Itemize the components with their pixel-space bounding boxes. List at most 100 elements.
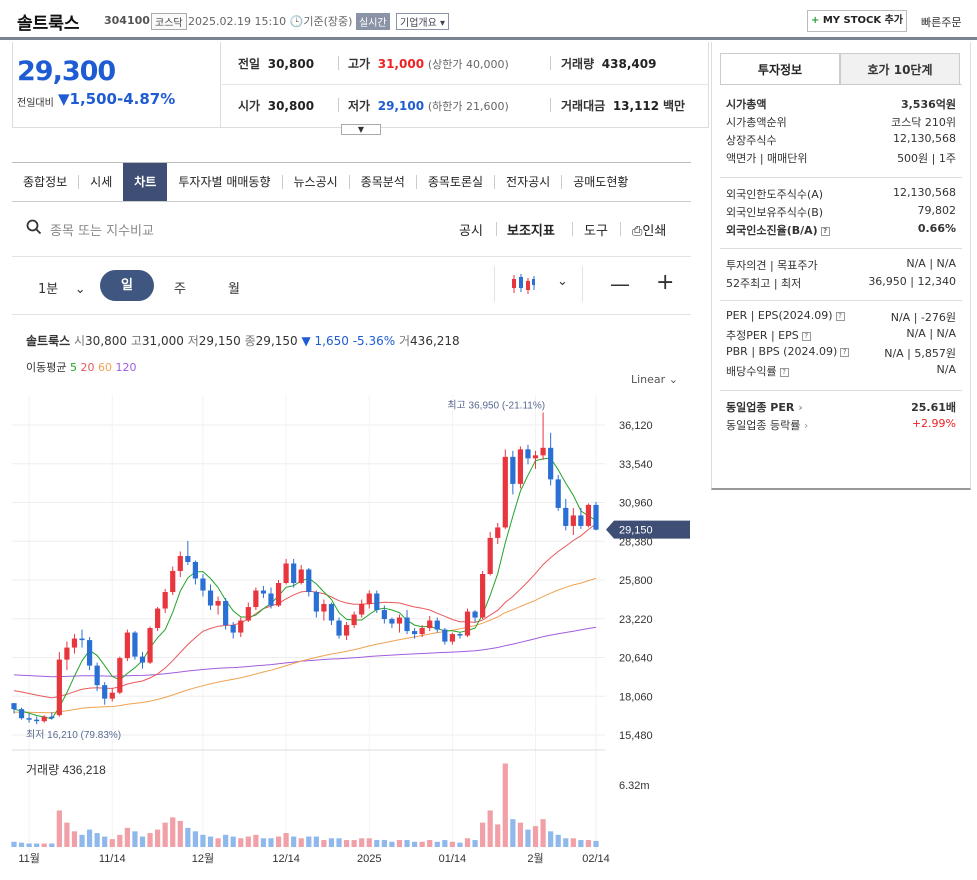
print-button[interactable]: ⎙인쇄 xyxy=(632,220,666,239)
x-tick-label: 01/14 xyxy=(439,853,467,865)
candle-body xyxy=(396,617,403,624)
candle-body xyxy=(71,638,78,648)
volume-bar xyxy=(291,836,297,847)
tab-5[interactable]: 종목분석 xyxy=(360,175,405,189)
divider xyxy=(582,266,583,302)
info-value: N/A | N/A xyxy=(906,257,956,270)
candle-body xyxy=(449,634,455,642)
period-week-button[interactable]: 주 xyxy=(174,282,186,297)
tab-divider xyxy=(348,175,350,189)
realtime-tag[interactable]: 실시간 xyxy=(356,13,390,30)
candle-body xyxy=(223,601,229,626)
high-value: 31,000 xyxy=(377,57,425,71)
zoom-in-icon[interactable]: + xyxy=(656,270,675,295)
period-month-button[interactable]: 월 xyxy=(228,282,240,297)
disclosure-button[interactable]: 공시 xyxy=(459,224,483,239)
company-overview-button[interactable]: 기업개요 ▾ xyxy=(396,13,450,30)
volume-bar xyxy=(442,840,448,847)
period-minute-select[interactable]: 1분 ⌄ xyxy=(38,278,86,297)
help-icon[interactable]: ? xyxy=(835,311,845,321)
printer-icon: ⎙ xyxy=(632,224,643,239)
period-day-button[interactable]: 일 xyxy=(100,270,154,301)
info-value: 79,802 xyxy=(917,204,957,217)
tab-invest-info[interactable]: 투자정보 xyxy=(720,53,840,85)
price-cell xyxy=(12,42,221,128)
compare-search-input[interactable]: 종목 또는 지수비교 xyxy=(50,224,154,239)
volume-bar xyxy=(434,841,440,847)
tab-4[interactable]: 뉴스공시 xyxy=(293,175,338,189)
tool-button[interactable]: 도구 xyxy=(584,224,608,239)
divider xyxy=(720,248,962,249)
tab-2[interactable]: 차트 xyxy=(123,163,168,201)
volume-bar xyxy=(177,820,183,847)
candle-body xyxy=(343,625,350,636)
candle-body xyxy=(313,592,319,612)
scale-select[interactable]: Linear ⌄ xyxy=(631,373,678,386)
candle-body xyxy=(570,515,576,526)
volume-value: 438,409 xyxy=(601,57,657,71)
moving-average-legend: 이동평균 5 20 60 120 xyxy=(26,359,136,375)
candle-body xyxy=(495,527,501,538)
tab-8[interactable]: 공매도현황 xyxy=(573,175,629,189)
candle-body xyxy=(26,718,32,720)
volume-bar xyxy=(230,836,236,847)
candle-body xyxy=(404,617,410,632)
quick-order-link[interactable]: 빠른주문 xyxy=(921,16,962,29)
help-icon[interactable]: ? xyxy=(801,331,811,341)
tab-1[interactable]: 시세 xyxy=(90,175,113,189)
tab-7[interactable]: 전자공시 xyxy=(506,175,551,189)
ma5-label: 5 xyxy=(69,361,77,374)
amount-value: 13,112 xyxy=(612,99,660,113)
lower-limit: (하한가 21,600) xyxy=(427,100,509,113)
mystock-add-button[interactable]: + MY STOCK 추가 xyxy=(807,10,907,32)
help-icon[interactable]: ? xyxy=(779,367,789,377)
volume-bar xyxy=(26,843,32,847)
info-row: 외국인한도주식수(A) 12,130,568 xyxy=(726,186,956,202)
info-label: 시가총액 xyxy=(726,98,767,111)
price-chart[interactable]: 36,120 33,540 30,960 28,380 25,800 23,220 20,6… xyxy=(0,395,700,875)
volume-bar xyxy=(215,838,221,847)
candle-body xyxy=(359,604,365,615)
expand-toggle-button[interactable]: ▼ xyxy=(341,124,381,135)
ma20-line xyxy=(13,523,597,699)
divider xyxy=(720,84,962,85)
print-label: 인쇄 xyxy=(642,224,667,239)
candle-body xyxy=(411,631,418,635)
candle-body xyxy=(585,504,592,526)
volume-bar xyxy=(359,838,365,847)
candlestick-type-icon[interactable] xyxy=(510,272,536,299)
candle-body xyxy=(510,456,516,484)
min-price-label: 최저 16,210 (79.83%) xyxy=(26,729,121,741)
market-tag: 코스닥 xyxy=(151,13,187,30)
volume-bar xyxy=(102,836,108,847)
legend-change: ▼ 1,650 -5.36% xyxy=(301,334,396,348)
tab-hoga[interactable]: 호가 10단계 xyxy=(840,53,960,85)
volume-bar xyxy=(336,838,342,847)
zoom-out-icon[interactable]: — xyxy=(610,272,630,296)
candle-body xyxy=(238,620,244,633)
low-label: 저가 xyxy=(348,99,371,113)
help-icon[interactable]: ? xyxy=(820,226,830,236)
info-value: 코스닥 210위 xyxy=(891,116,956,129)
tab-3[interactable]: 투자자별 매매동향 xyxy=(178,175,271,189)
info-value: 36,950 | 12,340 xyxy=(868,275,956,288)
info-value: N/A | 5,857원 xyxy=(884,347,956,360)
search-icon[interactable] xyxy=(26,219,42,238)
volume-bar xyxy=(34,843,40,847)
volume-bar xyxy=(502,763,508,847)
volume-bar xyxy=(223,834,229,847)
tab-0[interactable]: 종합정보 xyxy=(23,175,68,189)
basis-text: 기준(장중) xyxy=(303,15,353,28)
volume-bar xyxy=(139,836,146,847)
volume-bar xyxy=(207,836,214,847)
volume-bar xyxy=(18,842,25,847)
help-icon[interactable]: ? xyxy=(840,347,850,357)
indicator-button[interactable]: 보조지표 xyxy=(507,224,555,239)
info-value: 500원 | 1주 xyxy=(897,152,956,165)
tab-6[interactable]: 종목토론실 xyxy=(427,175,484,189)
info-row: 시가총액순위 코스닥 210위 xyxy=(726,114,956,130)
plus-icon: + xyxy=(810,15,820,26)
volume-bar xyxy=(275,836,282,847)
chevron-down-icon[interactable]: ⌄ xyxy=(557,274,568,289)
chevron-right-icon: › xyxy=(794,401,803,414)
